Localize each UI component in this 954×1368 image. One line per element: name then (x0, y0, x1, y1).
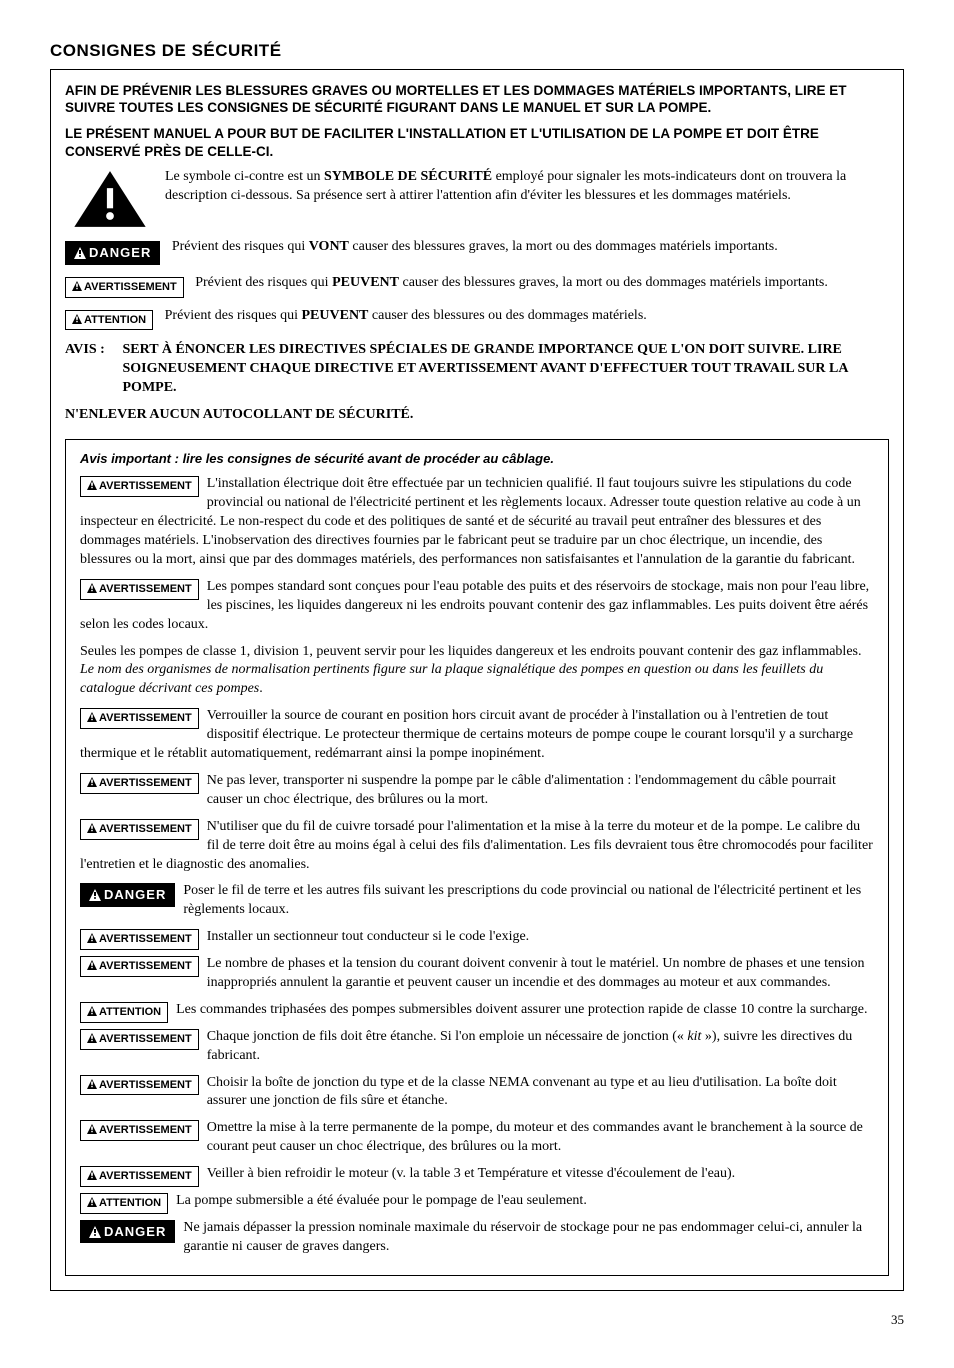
avis-row: AVIS : SERT À ÉNONCER LES DIRECTIVES SPÉ… (65, 341, 889, 398)
safety-item: AVERTISSEMENTL'installation électrique d… (80, 475, 874, 569)
safety-item: AVERTISSEMENTLe nombre de phases et la t… (80, 955, 874, 993)
safety-item-text: Les pompes standard sont conçues pour l'… (80, 578, 874, 635)
safety-item: AVERTISSEMENTOmettre la mise à la terre … (80, 1119, 874, 1157)
page-number: 35 (50, 1311, 904, 1329)
safety-item: AVERTISSEMENTN'utiliser que du fil de cu… (80, 818, 874, 875)
avertissement-label: AVERTISSEMENT (80, 929, 199, 950)
safety-item: DANGERPoser le fil de terre et les autre… (80, 882, 874, 920)
attention-label: ATTENTION (80, 1002, 168, 1023)
safety-item-text: Choisir la boîte de jonction du type et … (80, 1074, 874, 1112)
safety-item-text: Verrouiller la source de courant en posi… (80, 707, 874, 764)
attention-definition-row: ATTENTION Prévient des risques qui PEUVE… (65, 307, 889, 334)
avertissement-label: AVERTISSEMENT (80, 1120, 199, 1141)
avis-text: SERT À ÉNONCER LES DIRECTIVES SPÉCIALES … (123, 341, 887, 398)
avertissement-definition-row: AVERTISSEMENT Prévient des risques qui P… (65, 274, 889, 301)
safety-item-text: Ne jamais dépasser la pression nominale … (80, 1219, 874, 1257)
attention-label: ATTENTION (80, 1193, 168, 1214)
safety-item: AVERTISSEMENTLes pompes standard sont co… (80, 578, 874, 635)
avertissement-label: AVERTISSEMENT (80, 579, 199, 600)
safety-item-text: Le nombre de phases et la tension du cou… (80, 955, 874, 993)
attention-definition-text: Prévient des risques qui PEUVENT causer … (165, 308, 647, 323)
safety-item: ATTENTIONLes commandes triphasées des po… (80, 1001, 874, 1020)
safety-item: AVERTISSEMENTVerrouiller la source de co… (80, 707, 874, 764)
wiring-notice-title: Avis important : lire les consignes de s… (80, 450, 874, 468)
avertissement-label: AVERTISSEMENT (80, 1166, 199, 1187)
avertissement-label: AVERTISSEMENT (80, 819, 199, 840)
avertissement-label: AVERTISSEMENT (65, 277, 184, 298)
safety-item-text: Veiller à bien refroidir le moteur (v. l… (80, 1165, 874, 1184)
safety-item-text: Poser le fil de terre et les autres fils… (80, 882, 874, 920)
no-remove-stickers: N'ENLEVER AUCUN AUTOCOLLANT DE SÉCURITÉ. (65, 406, 889, 425)
safety-item-text: N'utiliser que du fil de cuivre torsadé … (80, 818, 874, 875)
intro-warning-1: AFIN DE PRÉVENIR LES BLESSURES GRAVES OU… (65, 82, 889, 117)
safety-symbol-row: Le symbole ci-contre est un SYMBOLE DE S… (65, 168, 889, 232)
safety-item: Seules les pompes de classe 1, division … (80, 643, 874, 700)
avis-label: AVIS : (65, 341, 119, 360)
safety-item: AVERTISSEMENTInstaller un sectionneur to… (80, 928, 874, 947)
danger-label: DANGER (65, 241, 160, 265)
safety-item-text: Omettre la mise à la terre permanente de… (80, 1119, 874, 1157)
attention-label: ATTENTION (65, 310, 153, 331)
safety-symbol-text: Le symbole ci-contre est un SYMBOLE DE S… (165, 168, 889, 206)
safety-item: ATTENTIONLa pompe submersible a été éval… (80, 1192, 874, 1211)
intro-warning-2: LE PRÉSENT MANUEL A POUR BUT DE FACILITE… (65, 125, 889, 160)
danger-label: DANGER (80, 1220, 175, 1244)
page-title: CONSIGNES DE SÉCURITÉ (50, 40, 904, 63)
avertissement-label: AVERTISSEMENT (80, 773, 199, 794)
danger-definition-row: DANGER Prévient des risques qui VONT cau… (65, 238, 889, 268)
avertissement-definition-text: Prévient des risques qui PEUVENT causer … (195, 275, 828, 290)
safety-item-text: Les commandes triphasées des pompes subm… (80, 1001, 874, 1020)
avertissement-label: AVERTISSEMENT (80, 1075, 199, 1096)
safety-item: AVERTISSEMENTVeiller à bien refroidir le… (80, 1165, 874, 1184)
safety-item-text: La pompe submersible a été évaluée pour … (80, 1192, 874, 1211)
safety-item-text: L'installation électrique doit être effe… (80, 475, 874, 569)
safety-outer-box: AFIN DE PRÉVENIR LES BLESSURES GRAVES OU… (50, 69, 904, 1291)
avertissement-label: AVERTISSEMENT (80, 476, 199, 497)
avertissement-label: AVERTISSEMENT (80, 708, 199, 729)
safety-item: AVERTISSEMENTChoisir la boîte de jonctio… (80, 1074, 874, 1112)
safety-triangle-icon (65, 168, 155, 232)
danger-label: DANGER (80, 883, 175, 907)
wiring-notice-box: Avis important : lire les consignes de s… (65, 439, 889, 1276)
avertissement-label: AVERTISSEMENT (80, 1029, 199, 1050)
avertissement-label: AVERTISSEMENT (80, 956, 199, 977)
safety-item: AVERTISSEMENTChaque jonction de fils doi… (80, 1028, 874, 1066)
danger-definition-text: Prévient des risques qui VONT causer des… (172, 239, 778, 254)
safety-item-text: Installer un sectionneur tout conducteur… (80, 928, 874, 947)
safety-item-text: Seules les pompes de classe 1, division … (80, 643, 874, 700)
safety-item-text: Chaque jonction de fils doit être étanch… (80, 1028, 874, 1066)
safety-item: AVERTISSEMENTNe pas lever, transporter n… (80, 772, 874, 810)
safety-item: DANGERNe jamais dépasser la pression nom… (80, 1219, 874, 1257)
safety-item-text: Ne pas lever, transporter ni suspendre l… (80, 772, 874, 810)
